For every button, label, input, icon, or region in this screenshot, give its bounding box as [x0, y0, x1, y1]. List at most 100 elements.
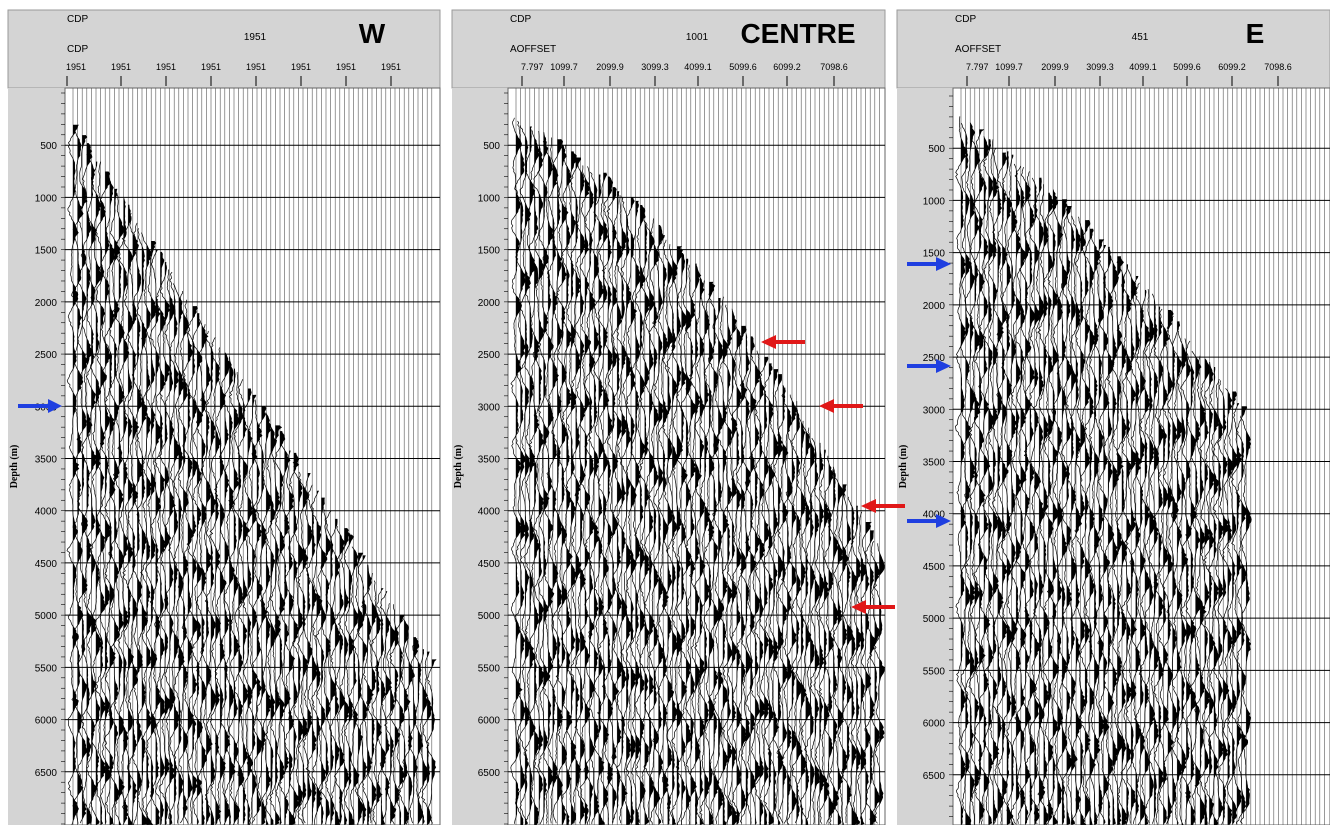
y-tick-label: 4500: [478, 559, 501, 570]
wiggle-fill: [316, 490, 323, 825]
wiggle-fill: [810, 427, 816, 825]
wiggle: [412, 637, 424, 825]
wiggle: [356, 555, 370, 824]
wiggle: [131, 222, 144, 825]
wiggle: [269, 425, 283, 824]
panel-title: E: [1246, 18, 1265, 49]
wiggle-fill: [358, 552, 365, 825]
wiggle: [873, 543, 885, 824]
arrow-head: [819, 399, 834, 413]
wiggle: [818, 449, 831, 824]
wiggle: [1019, 166, 1032, 824]
x-tick-label: 7.797: [521, 62, 544, 72]
y-tick-label: 5000: [35, 611, 58, 622]
wiggle-fill: [155, 249, 162, 825]
x-tick-label: 1099.7: [550, 62, 578, 72]
wiggle-fill: [672, 244, 679, 825]
wiggle: [218, 352, 231, 825]
wiggle-fill: [137, 222, 143, 825]
wiggle-fill: [418, 638, 423, 825]
y-tick-label: 6000: [35, 716, 58, 727]
wiggle: [1023, 171, 1036, 824]
wiggle-fill: [1191, 340, 1197, 825]
wiggle-fill: [984, 136, 990, 825]
wiggle-fill: [833, 466, 839, 825]
axis-strip: [897, 88, 953, 825]
wiggle-fill: [132, 213, 139, 825]
wiggle: [80, 142, 93, 824]
wiggle-fill: [640, 205, 646, 825]
wiggle: [379, 591, 392, 824]
wiggle-fill: [1209, 362, 1216, 825]
wiggle: [1124, 269, 1138, 824]
axis-strip: [452, 88, 508, 825]
y-tick-label: 6000: [923, 719, 946, 730]
wiggle: [804, 427, 816, 824]
wiggle-fill: [303, 471, 309, 825]
header-top: CDP: [67, 14, 88, 25]
wiggle: [136, 228, 148, 825]
panel-title: CENTRE: [740, 18, 855, 49]
wiggle: [274, 430, 286, 824]
wiggle: [337, 527, 351, 825]
wiggle: [149, 249, 162, 824]
wiggle: [721, 304, 734, 825]
y-tick-label: 2000: [35, 298, 58, 309]
panel: CDP CDP 1951 W 1951 1951 1951 1951 1951 1951 1951 1…: [7, 9, 441, 825]
wiggle: [570, 157, 582, 824]
wiggle: [847, 496, 859, 825]
wiggle: [90, 161, 103, 824]
wiggle: [611, 191, 624, 824]
wiggle-fill: [1195, 351, 1202, 825]
wiggle: [960, 122, 972, 825]
wiggle: [1138, 289, 1151, 825]
y-axis-label: Depth (m): [898, 445, 909, 489]
header-value: 1951: [244, 32, 267, 43]
wiggle: [121, 204, 135, 825]
wiggle: [1000, 151, 1014, 824]
wiggle-fill: [801, 408, 807, 825]
wiggle: [140, 232, 153, 825]
wiggle-fill: [548, 137, 554, 825]
header-sub: CDP: [67, 44, 88, 55]
wiggle-fill: [713, 292, 720, 825]
wiggle-fill: [114, 188, 121, 825]
wiggle: [1060, 205, 1073, 824]
wiggle-fill: [1158, 306, 1165, 825]
y-tick-label: 5500: [478, 663, 501, 674]
y-tick-label: 3000: [478, 402, 501, 413]
wiggle-fill: [404, 617, 410, 825]
wiggle: [772, 374, 784, 825]
wiggle: [859, 521, 872, 825]
wiggle: [1028, 177, 1041, 824]
wiggle: [813, 442, 826, 825]
wiggle-fill: [1177, 321, 1184, 825]
arrows: [18, 257, 951, 614]
wiggle: [1166, 315, 1179, 825]
wiggle-fill: [151, 240, 157, 825]
y-tick-label: 4000: [35, 507, 58, 518]
wiggle-fill: [1099, 239, 1105, 825]
y-tick-label: 3500: [478, 455, 501, 466]
wiggle: [799, 420, 812, 825]
wiggle: [260, 412, 273, 825]
x-tick-label: 5099.6: [1173, 62, 1201, 72]
wiggle-fill: [1071, 207, 1078, 825]
wiggle: [66, 124, 80, 825]
wiggle-fill: [160, 251, 166, 825]
y-tick-label: 500: [483, 141, 500, 152]
wiggle: [283, 450, 296, 825]
wiggle-fill: [525, 125, 532, 825]
wiggle: [1171, 321, 1184, 824]
wiggle: [112, 192, 126, 825]
wiggle: [840, 488, 853, 824]
wiggle-fill: [390, 603, 396, 825]
wiggle-fill: [594, 172, 600, 825]
wiggle-fill: [543, 132, 550, 825]
wiggle: [76, 134, 89, 824]
wiggle-fill: [764, 356, 771, 825]
y-tick-label: 4000: [923, 510, 946, 521]
wiggle-fill: [1053, 189, 1059, 825]
wiggle: [657, 235, 670, 824]
